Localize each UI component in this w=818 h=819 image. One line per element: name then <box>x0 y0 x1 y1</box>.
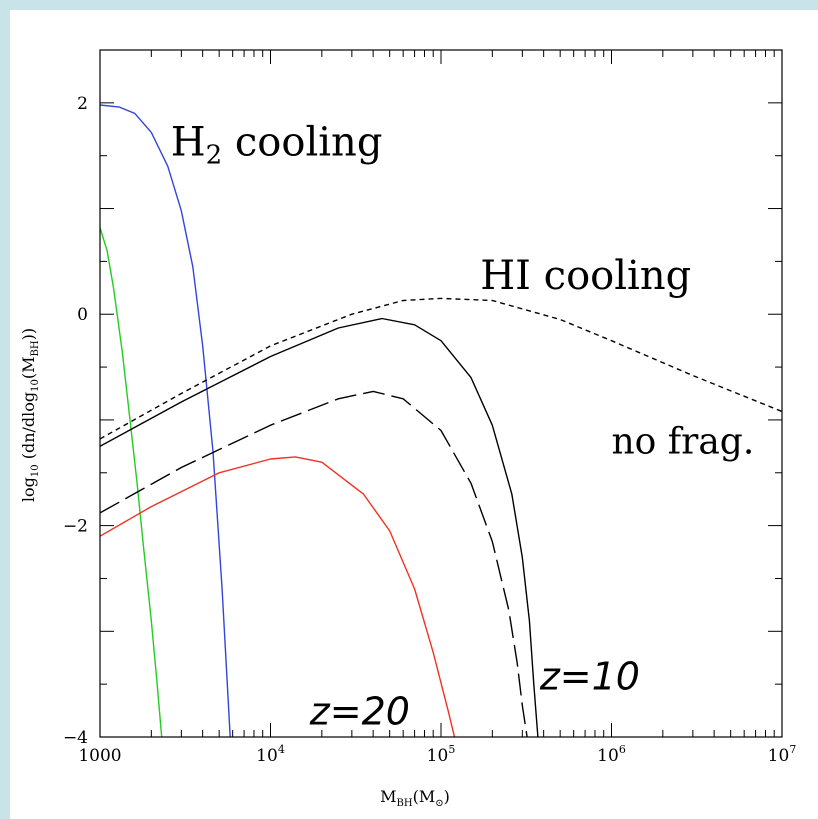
y-tick-label: 2 <box>77 94 88 114</box>
y-tick-label: −2 <box>63 517 88 537</box>
y-axis-title: log10 (dn/dlog10(MBH)) <box>19 328 41 502</box>
ticks-layer <box>99 49 782 738</box>
series-line-6 <box>100 456 456 737</box>
annotation-2: HI cooling <box>480 253 691 299</box>
y-tick-label: 0 <box>77 305 88 325</box>
tick-labels-layer: 1000 104 105 106 107 2 0 −2 −4 <box>63 94 796 766</box>
x-tick-label: 106 <box>597 743 626 766</box>
chart-svg: 1000 104 105 106 107 2 0 −2 −4 H2 cooling HI cool… <box>19 49 796 809</box>
series-line-3 <box>100 297 782 440</box>
annotation-4: z=10 <box>539 654 640 698</box>
series-line-1 <box>100 104 231 737</box>
annotation-1: H2 cooling <box>171 120 383 171</box>
series-line-4 <box>100 317 539 737</box>
x-axis-title: MBH(M⊙) <box>380 787 450 809</box>
x-tick-label: 107 <box>768 743 797 766</box>
series-line-5 <box>100 390 528 737</box>
series-line-2 <box>100 227 163 737</box>
annotations-layer: H2 cooling HI cooling no frag. z=10 z=20 <box>171 120 755 734</box>
x-tick-label: 1000 <box>78 746 121 766</box>
y-tick-label: −4 <box>63 728 88 748</box>
x-tick-label: 104 <box>256 743 285 766</box>
chart-panel: 1000 104 105 106 107 2 0 −2 −4 H2 cooling HI cool… <box>10 10 818 819</box>
x-tick-label: 105 <box>427 743 456 766</box>
annotation-5: z=20 <box>309 689 410 733</box>
curves-layer <box>100 104 782 737</box>
annotation-3: no frag. <box>612 422 755 463</box>
